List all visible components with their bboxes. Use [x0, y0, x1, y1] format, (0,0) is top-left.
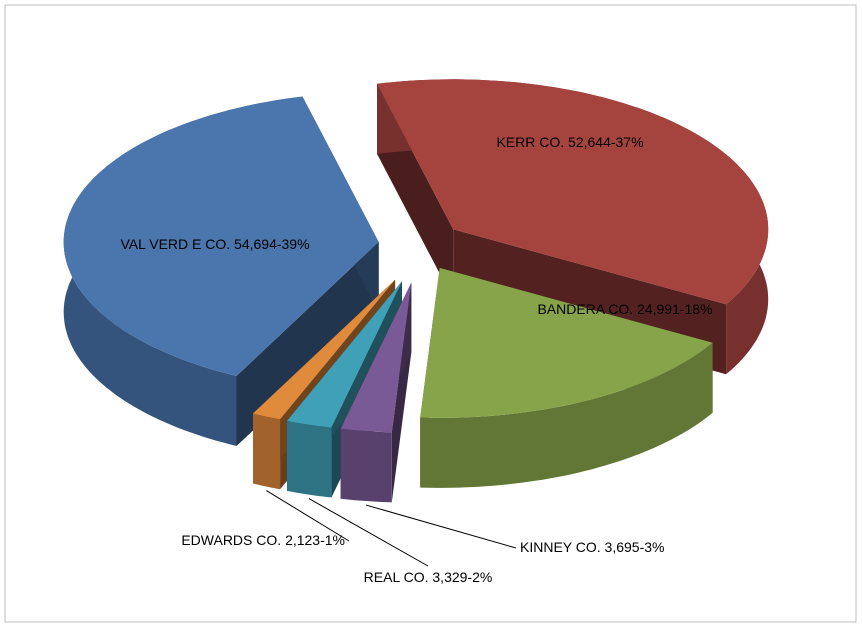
category-label: KERR CO. — [496, 134, 564, 150]
data-label: REAL CO. 3,329-2% — [364, 569, 493, 585]
data-label: BANDERA CO. 24,991-18% — [537, 301, 712, 317]
data-label: KERR CO. 52,644-37% — [496, 134, 643, 150]
category-label: KINNEY CO. — [520, 539, 601, 555]
slice-side — [236, 242, 379, 446]
leader-line — [266, 490, 350, 542]
data-label: EDWARDS CO. 2,123-1% — [181, 532, 345, 548]
leader-line — [308, 498, 429, 567]
data-label: VAL VERD E CO. 54,694-39% — [120, 236, 309, 252]
slice-wall — [420, 342, 713, 488]
slice-top — [377, 79, 769, 305]
slice-top — [63, 96, 379, 376]
category-label: REAL CO. — [364, 569, 429, 585]
value-label: 2,123-1% — [285, 532, 345, 548]
slice — [340, 282, 412, 503]
value-label: 3,329-2% — [432, 569, 492, 585]
category-label: BANDERA CO. — [537, 301, 633, 317]
slice-wall — [253, 413, 281, 490]
category-label: EDWARDS CO. — [181, 532, 281, 548]
slice-wall — [287, 420, 332, 498]
value-label: 24,991-18% — [637, 301, 713, 317]
leader-line — [365, 504, 517, 549]
slice-top — [253, 279, 396, 420]
slice-wall — [340, 428, 392, 503]
category-label: VAL VERD E CO. — [120, 236, 230, 252]
slice — [420, 267, 713, 488]
data-label: KINNEY CO. 3,695-3% — [520, 539, 664, 555]
value-label: 54,694-39% — [234, 236, 310, 252]
value-label: 3,695-3% — [605, 539, 665, 555]
value-label: 52,644-37% — [568, 134, 644, 150]
slice — [63, 96, 379, 446]
slice-top — [340, 282, 412, 433]
slice-top — [420, 267, 713, 418]
slice-top — [287, 281, 402, 428]
